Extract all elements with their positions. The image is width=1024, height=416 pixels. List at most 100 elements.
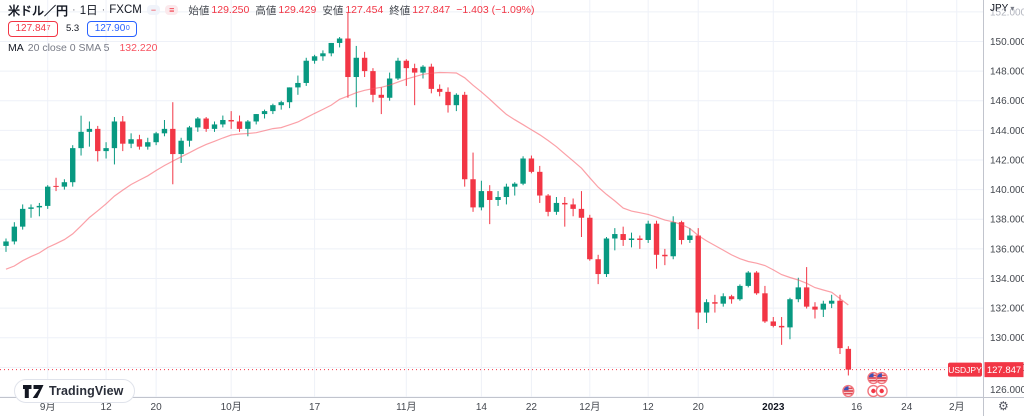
indicator-legend[interactable]: MA 20 close 0 SMA 5 132.220 (8, 42, 535, 54)
candle-body (478, 191, 485, 208)
bid-ask-row: 127.84 7 5.3 127.90 0 (8, 20, 535, 37)
candle-body (345, 38, 351, 78)
japan-flag-event-icon[interactable] (875, 384, 888, 398)
price-axis-label: 148.000 (990, 67, 1024, 78)
flag-part (875, 371, 888, 385)
candle-body (261, 111, 268, 115)
gear-icon[interactable]: ⚙ (998, 399, 1009, 413)
candle-body (70, 148, 76, 183)
open-label: 始値 (188, 4, 210, 17)
flag-part (842, 384, 855, 398)
flag-part (868, 379, 879, 382)
candle-body (445, 91, 451, 106)
legend-title-row: 米ドル／円 · 1日 · FXCM − ≡ 始値 129.250 高値 129.42… (8, 3, 535, 18)
candle-body (245, 121, 251, 129)
time-axis-label: 16 (851, 402, 863, 413)
flag-part (871, 388, 876, 394)
minus-badge-icon[interactable]: − (146, 5, 161, 15)
candle-body (678, 222, 685, 240)
time-axis-label: 17 (309, 402, 321, 413)
candle-body (386, 78, 393, 98)
currency-axis-button[interactable]: JPY ▾ (990, 3, 1014, 14)
price-axis-tag (984, 362, 1024, 378)
symbol-price-tag (948, 362, 982, 377)
close-label: 終値 (389, 4, 411, 17)
tradingview-logo-icon (23, 384, 44, 398)
time-axis-label: 11月 (396, 401, 416, 413)
candle-body (86, 128, 93, 132)
candle-body (186, 127, 193, 141)
candle-body (361, 57, 368, 72)
candle-body (195, 118, 201, 128)
candle-body (653, 223, 660, 255)
time-axis-label: 22 (526, 402, 538, 413)
candle-body (803, 287, 810, 307)
open-value: 129.250 (211, 4, 250, 16)
ohlc-values: 始値 129.250 高値 129.429 安値 127.454 終値 127.847 … (188, 3, 534, 18)
price-axis-label: 152.000 (990, 7, 1024, 18)
candle-body (111, 121, 118, 149)
exchange-name[interactable]: FXCM (109, 4, 142, 16)
close-value: 127.847 (412, 4, 451, 16)
candle-body (587, 217, 593, 260)
flag-part (875, 384, 888, 398)
flag-part (868, 377, 879, 379)
candle-body (395, 60, 401, 79)
time-axis-label: 10月 (221, 401, 242, 413)
ask-button[interactable]: 127.90 0 (87, 20, 138, 37)
candle-body (286, 87, 293, 103)
flag-part (843, 390, 854, 392)
indicator-params: 20 close 0 SMA 5 (27, 42, 110, 54)
candle-body (3, 241, 9, 246)
high-value: 129.429 (278, 4, 317, 16)
price-axis-label: 150.000 (990, 37, 1024, 48)
candle-body (161, 128, 168, 134)
candle-body (620, 234, 626, 240)
us-flag-event-icon[interactable] (875, 371, 888, 385)
ask-price: 127.90 (94, 22, 126, 34)
candle-body (770, 321, 776, 326)
candle-body (595, 259, 601, 275)
candle-body (145, 142, 151, 147)
candle-body (61, 182, 68, 187)
candle-body (562, 202, 568, 205)
symbol-name[interactable]: 米ドル／円 (8, 3, 69, 18)
candle-body (270, 105, 276, 112)
tradingview-attribution[interactable]: TradingView (14, 379, 135, 403)
candle-body (203, 118, 209, 129)
candle-body (295, 82, 301, 88)
candle-body (370, 71, 376, 95)
candle-body (703, 302, 710, 313)
low-value: 127.454 (345, 4, 384, 16)
candle-body (278, 102, 284, 106)
time-axis-label: 20 (151, 402, 163, 413)
candle-body (728, 296, 735, 300)
candle-body (120, 121, 126, 144)
candle-body (553, 202, 560, 212)
title-separator: · (101, 4, 106, 16)
candle-body (820, 303, 827, 310)
price-axis-label: 126.000 (990, 385, 1024, 396)
price-axis-label: 146.000 (990, 96, 1024, 107)
candle-body (695, 235, 701, 313)
candle-body (311, 56, 318, 61)
flag-part (879, 388, 884, 394)
time-axis-label: 12 (643, 402, 655, 413)
candle-body (503, 186, 510, 198)
candle-body (845, 348, 852, 370)
price-axis-label: 140.000 (990, 185, 1024, 196)
high-label: 高値 (255, 4, 277, 17)
candle-body (136, 139, 143, 147)
candle-body (462, 94, 468, 180)
bid-button[interactable]: 127.84 7 (8, 20, 58, 37)
candle-body (353, 57, 359, 78)
menu-badge-icon[interactable]: ≡ (165, 5, 179, 15)
candle-body (236, 121, 243, 129)
time-axis-label: 12月 (579, 401, 600, 413)
flag-part (843, 392, 854, 395)
spread-value: 5.3 (66, 23, 80, 34)
us-flag-event-icon[interactable] (842, 384, 855, 398)
interval-button[interactable]: 1日 (79, 5, 98, 17)
candle-body (687, 235, 693, 240)
